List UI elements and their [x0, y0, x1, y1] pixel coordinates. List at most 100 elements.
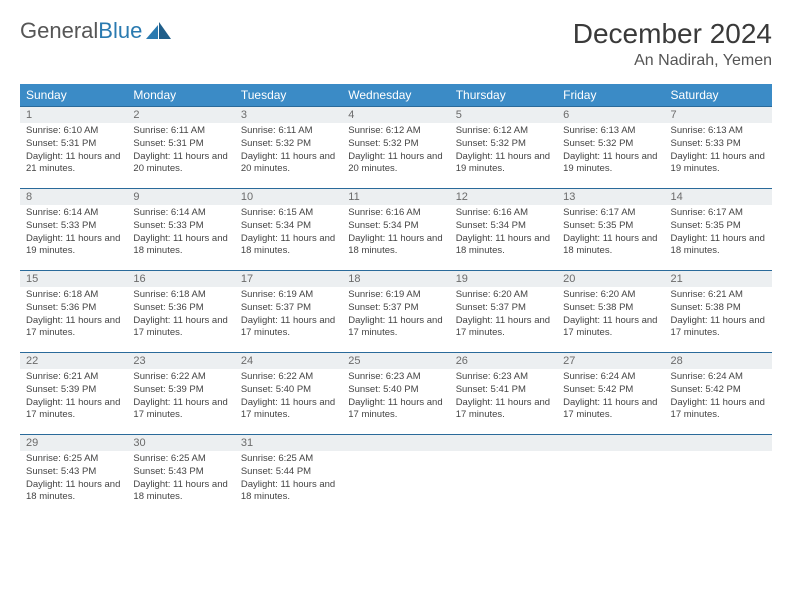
day-detail: Sunrise: 6:24 AMSunset: 5:42 PMDaylight:… — [557, 369, 664, 426]
day-detail: Sunrise: 6:12 AMSunset: 5:32 PMDaylight:… — [450, 123, 557, 180]
calendar-cell: 30Sunrise: 6:25 AMSunset: 5:43 PMDayligh… — [127, 435, 234, 517]
day-number: 1 — [20, 107, 127, 123]
day-number: 5 — [450, 107, 557, 123]
calendar-cell: 13Sunrise: 6:17 AMSunset: 5:35 PMDayligh… — [557, 189, 664, 271]
calendar-cell: 2Sunrise: 6:11 AMSunset: 5:31 PMDaylight… — [127, 107, 234, 189]
day-number: 2 — [127, 107, 234, 123]
calendar-cell: 23Sunrise: 6:22 AMSunset: 5:39 PMDayligh… — [127, 353, 234, 435]
day-number: 8 — [20, 189, 127, 205]
weekday-header: Thursday — [450, 84, 557, 107]
logo-sail-icon — [146, 22, 172, 40]
day-number: 27 — [557, 353, 664, 369]
calendar-cell: 29Sunrise: 6:25 AMSunset: 5:43 PMDayligh… — [20, 435, 127, 517]
calendar-cell: 7Sunrise: 6:13 AMSunset: 5:33 PMDaylight… — [665, 107, 772, 189]
day-detail: Sunrise: 6:18 AMSunset: 5:36 PMDaylight:… — [20, 287, 127, 344]
day-detail: Sunrise: 6:13 AMSunset: 5:32 PMDaylight:… — [557, 123, 664, 180]
weekday-header: Tuesday — [235, 84, 342, 107]
day-number: 4 — [342, 107, 449, 123]
calendar-cell: 3Sunrise: 6:11 AMSunset: 5:32 PMDaylight… — [235, 107, 342, 189]
weekday-header: Monday — [127, 84, 234, 107]
calendar-cell — [557, 435, 664, 517]
calendar-cell — [665, 435, 772, 517]
calendar-cell: 28Sunrise: 6:24 AMSunset: 5:42 PMDayligh… — [665, 353, 772, 435]
calendar-cell: 20Sunrise: 6:20 AMSunset: 5:38 PMDayligh… — [557, 271, 664, 353]
weekday-header: Wednesday — [342, 84, 449, 107]
day-detail: Sunrise: 6:25 AMSunset: 5:44 PMDaylight:… — [235, 451, 342, 508]
day-detail: Sunrise: 6:10 AMSunset: 5:31 PMDaylight:… — [20, 123, 127, 180]
weekday-header-row: SundayMondayTuesdayWednesdayThursdayFrid… — [20, 84, 772, 107]
calendar-cell: 6Sunrise: 6:13 AMSunset: 5:32 PMDaylight… — [557, 107, 664, 189]
day-detail: Sunrise: 6:15 AMSunset: 5:34 PMDaylight:… — [235, 205, 342, 262]
day-detail: Sunrise: 6:17 AMSunset: 5:35 PMDaylight:… — [557, 205, 664, 262]
day-detail: Sunrise: 6:17 AMSunset: 5:35 PMDaylight:… — [665, 205, 772, 262]
calendar-cell: 19Sunrise: 6:20 AMSunset: 5:37 PMDayligh… — [450, 271, 557, 353]
calendar-cell: 22Sunrise: 6:21 AMSunset: 5:39 PMDayligh… — [20, 353, 127, 435]
day-number: 19 — [450, 271, 557, 287]
day-detail: Sunrise: 6:25 AMSunset: 5:43 PMDaylight:… — [20, 451, 127, 508]
day-number-empty — [342, 435, 449, 451]
day-number: 23 — [127, 353, 234, 369]
calendar-row: 8Sunrise: 6:14 AMSunset: 5:33 PMDaylight… — [20, 189, 772, 271]
weekday-header: Sunday — [20, 84, 127, 107]
calendar-cell: 27Sunrise: 6:24 AMSunset: 5:42 PMDayligh… — [557, 353, 664, 435]
calendar-row: 29Sunrise: 6:25 AMSunset: 5:43 PMDayligh… — [20, 435, 772, 517]
day-detail: Sunrise: 6:16 AMSunset: 5:34 PMDaylight:… — [342, 205, 449, 262]
day-number: 28 — [665, 353, 772, 369]
calendar-cell: 1Sunrise: 6:10 AMSunset: 5:31 PMDaylight… — [20, 107, 127, 189]
calendar-cell: 5Sunrise: 6:12 AMSunset: 5:32 PMDaylight… — [450, 107, 557, 189]
weekday-header: Friday — [557, 84, 664, 107]
day-number: 25 — [342, 353, 449, 369]
day-number: 10 — [235, 189, 342, 205]
day-number: 31 — [235, 435, 342, 451]
weekday-header: Saturday — [665, 84, 772, 107]
day-detail: Sunrise: 6:25 AMSunset: 5:43 PMDaylight:… — [127, 451, 234, 508]
day-number: 24 — [235, 353, 342, 369]
month-title: December 2024 — [573, 18, 772, 50]
calendar-cell: 18Sunrise: 6:19 AMSunset: 5:37 PMDayligh… — [342, 271, 449, 353]
logo: GeneralBlue — [20, 18, 172, 44]
day-number: 16 — [127, 271, 234, 287]
calendar-body: 1Sunrise: 6:10 AMSunset: 5:31 PMDaylight… — [20, 107, 772, 517]
day-detail: Sunrise: 6:21 AMSunset: 5:39 PMDaylight:… — [20, 369, 127, 426]
header: GeneralBlue December 2024 An Nadirah, Ye… — [20, 18, 772, 70]
day-detail: Sunrise: 6:20 AMSunset: 5:37 PMDaylight:… — [450, 287, 557, 344]
day-number: 26 — [450, 353, 557, 369]
day-detail: Sunrise: 6:24 AMSunset: 5:42 PMDaylight:… — [665, 369, 772, 426]
calendar-cell: 10Sunrise: 6:15 AMSunset: 5:34 PMDayligh… — [235, 189, 342, 271]
day-number: 11 — [342, 189, 449, 205]
day-detail: Sunrise: 6:23 AMSunset: 5:40 PMDaylight:… — [342, 369, 449, 426]
day-number: 29 — [20, 435, 127, 451]
logo-text-blue: Blue — [98, 18, 142, 44]
day-number-empty — [450, 435, 557, 451]
calendar-cell: 24Sunrise: 6:22 AMSunset: 5:40 PMDayligh… — [235, 353, 342, 435]
day-number: 18 — [342, 271, 449, 287]
location: An Nadirah, Yemen — [573, 52, 772, 70]
day-detail: Sunrise: 6:14 AMSunset: 5:33 PMDaylight:… — [20, 205, 127, 262]
day-number: 30 — [127, 435, 234, 451]
calendar-cell: 16Sunrise: 6:18 AMSunset: 5:36 PMDayligh… — [127, 271, 234, 353]
day-number: 13 — [557, 189, 664, 205]
calendar-cell: 17Sunrise: 6:19 AMSunset: 5:37 PMDayligh… — [235, 271, 342, 353]
day-detail: Sunrise: 6:23 AMSunset: 5:41 PMDaylight:… — [450, 369, 557, 426]
calendar-cell: 8Sunrise: 6:14 AMSunset: 5:33 PMDaylight… — [20, 189, 127, 271]
calendar-cell: 15Sunrise: 6:18 AMSunset: 5:36 PMDayligh… — [20, 271, 127, 353]
calendar-cell: 11Sunrise: 6:16 AMSunset: 5:34 PMDayligh… — [342, 189, 449, 271]
day-number: 15 — [20, 271, 127, 287]
day-number: 21 — [665, 271, 772, 287]
logo-text-general: General — [20, 18, 98, 44]
day-detail: Sunrise: 6:21 AMSunset: 5:38 PMDaylight:… — [665, 287, 772, 344]
calendar-cell: 9Sunrise: 6:14 AMSunset: 5:33 PMDaylight… — [127, 189, 234, 271]
calendar-cell: 21Sunrise: 6:21 AMSunset: 5:38 PMDayligh… — [665, 271, 772, 353]
calendar-cell — [342, 435, 449, 517]
day-detail: Sunrise: 6:13 AMSunset: 5:33 PMDaylight:… — [665, 123, 772, 180]
day-detail: Sunrise: 6:20 AMSunset: 5:38 PMDaylight:… — [557, 287, 664, 344]
day-number: 9 — [127, 189, 234, 205]
day-number: 17 — [235, 271, 342, 287]
day-detail: Sunrise: 6:16 AMSunset: 5:34 PMDaylight:… — [450, 205, 557, 262]
day-detail: Sunrise: 6:19 AMSunset: 5:37 PMDaylight:… — [342, 287, 449, 344]
day-number: 20 — [557, 271, 664, 287]
calendar-row: 1Sunrise: 6:10 AMSunset: 5:31 PMDaylight… — [20, 107, 772, 189]
title-block: December 2024 An Nadirah, Yemen — [573, 18, 772, 70]
calendar-cell — [450, 435, 557, 517]
day-number: 22 — [20, 353, 127, 369]
